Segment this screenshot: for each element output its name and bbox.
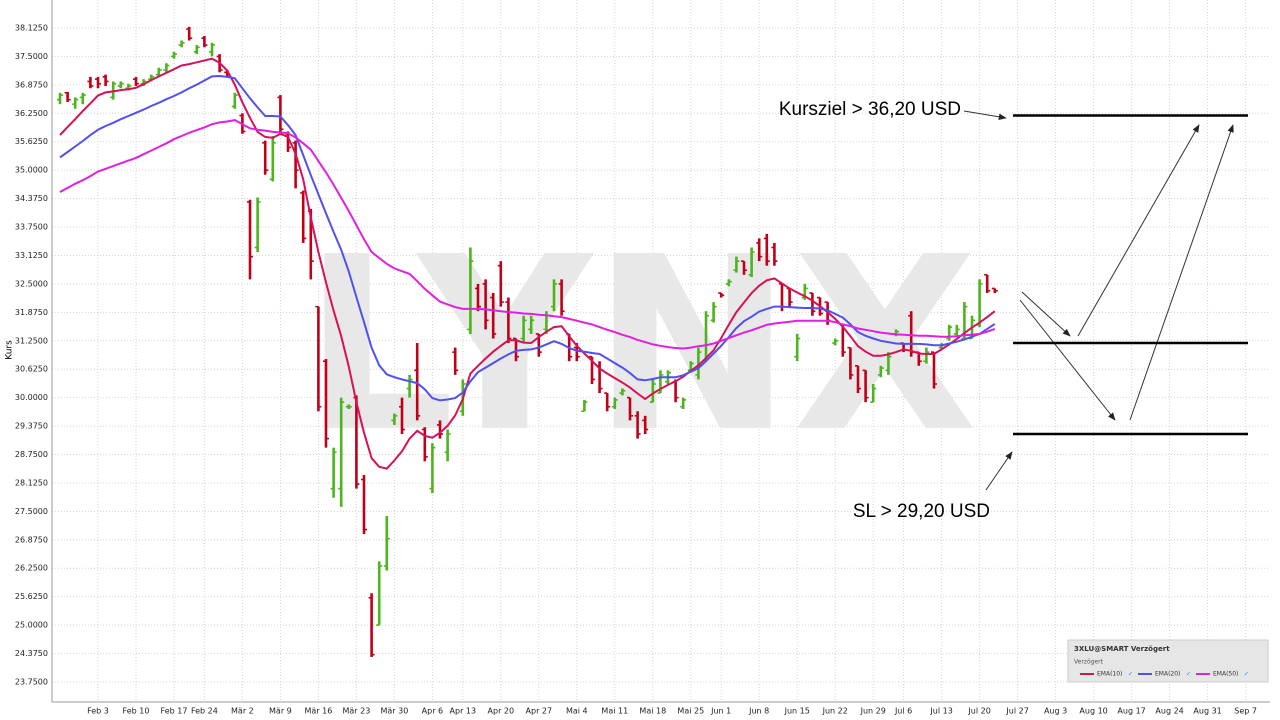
x-tick-label: Mär 16 xyxy=(304,707,332,716)
legend: 3XLU@SMART Verzögert Verzögert EMA(10) ✓ E… xyxy=(1067,639,1269,683)
x-tick-label: Mär 23 xyxy=(342,707,370,716)
x-tick-label: Aug 24 xyxy=(1155,707,1183,716)
x-tick-label: Aug 31 xyxy=(1193,707,1221,716)
arrow xyxy=(1019,299,1116,421)
legend-subtitle: Verzögert xyxy=(1074,659,1104,666)
legend-check: ✓ xyxy=(1244,671,1249,678)
y-tick-label: 35.6250 xyxy=(15,137,48,146)
arrow xyxy=(963,110,1007,120)
ema-line xyxy=(59,119,996,350)
y-tick-label: 30.0000 xyxy=(15,393,48,402)
x-tick-label: Mai 11 xyxy=(601,707,628,716)
arrow xyxy=(1077,124,1200,337)
x-tick-label: Mai 18 xyxy=(639,707,666,716)
x-tick-label: Feb 24 xyxy=(191,707,218,716)
stop-loss-label: SL > 29,20 USD xyxy=(853,501,990,522)
x-tick-label: Apr 13 xyxy=(450,707,477,716)
legend-label: EMA(20) xyxy=(1155,671,1180,678)
x-tick-label: Jun 29 xyxy=(860,707,886,716)
y-tick-label: 33.7500 xyxy=(15,223,48,232)
y-tick-label: 26.8750 xyxy=(15,535,48,544)
watermark: LYNX xyxy=(302,205,977,485)
y-tick-label: 36.8750 xyxy=(15,80,48,89)
target-label: Kursziel > 36,20 USD xyxy=(779,99,961,120)
y-axis-label: Kurs xyxy=(5,340,15,360)
x-tick-label: Apr 20 xyxy=(488,707,515,716)
plot-area xyxy=(57,26,998,657)
x-tick-label: Jul 20 xyxy=(967,707,990,716)
y-tick-label: 36.2500 xyxy=(15,109,48,118)
y-tick-label: 38.1250 xyxy=(15,23,48,32)
x-tick-label: Jun 15 xyxy=(784,707,810,716)
legend-check: ✓ xyxy=(1128,671,1133,678)
y-tick-label: 37.5000 xyxy=(15,52,48,61)
x-tick-label: Aug 17 xyxy=(1117,707,1145,716)
x-tick-label: Mär 30 xyxy=(380,707,408,716)
x-tick-label: Mär 9 xyxy=(269,707,292,716)
y-tick-label: 35.0000 xyxy=(15,166,48,175)
x-tick-label: Jul 6 xyxy=(894,707,912,716)
x-tick-label: Aug 3 xyxy=(1044,707,1067,716)
y-tick-label: 25.6250 xyxy=(15,592,48,601)
x-tick-label: Mai 4 xyxy=(566,707,588,716)
legend-title: 3XLU@SMART Verzögert xyxy=(1074,645,1170,653)
legend-label: EMA(10) xyxy=(1097,671,1122,678)
arrow xyxy=(1129,124,1234,421)
y-tick-label: 32.5000 xyxy=(15,279,48,288)
grid: 38.1250 37.5000 36.8750 36.2500 35.6250 35.00… xyxy=(15,0,1270,716)
x-tick-label: Apr 27 xyxy=(526,707,553,716)
x-tick-label: Apr 6 xyxy=(422,707,443,716)
legend-box xyxy=(1067,639,1269,683)
x-tick-label: Feb 17 xyxy=(161,707,188,716)
arrow xyxy=(1021,291,1071,337)
y-tick-label: 30.6250 xyxy=(15,365,48,374)
y-tick-label: 28.7500 xyxy=(15,450,48,459)
x-tick-label: Mai 25 xyxy=(677,707,704,716)
legend-label: EMA(50) xyxy=(1213,671,1238,678)
x-tick-label: Feb 10 xyxy=(123,707,150,716)
x-tick-label: Jul 13 xyxy=(929,707,952,716)
y-tick-label: 34.3750 xyxy=(15,194,48,203)
x-tick-label: Jun 8 xyxy=(748,707,769,716)
x-tick-label: Mär 2 xyxy=(231,707,254,716)
ema-line xyxy=(59,74,996,402)
y-tick-label: 28.1250 xyxy=(15,478,48,487)
y-tick-label: 33.1250 xyxy=(15,251,48,260)
arrows xyxy=(963,110,1234,491)
x-tick-label: Aug 10 xyxy=(1079,707,1107,716)
y-tick-label: 31.2500 xyxy=(15,336,48,345)
arrow xyxy=(985,451,1013,491)
x-tick-label: Sep 7 xyxy=(1234,707,1257,716)
x-tick-label: Jul 27 xyxy=(1005,707,1028,716)
y-tick-label: 23.7500 xyxy=(15,677,48,686)
y-tick-label: 29.3750 xyxy=(15,422,48,431)
legend-check: ✓ xyxy=(1186,671,1191,678)
y-tick-label: 25.0000 xyxy=(15,621,48,630)
y-tick-label: 24.3750 xyxy=(15,649,48,658)
y-tick-label: 31.8750 xyxy=(15,308,48,317)
y-tick-label: 26.2500 xyxy=(15,564,48,573)
y-tick-label: 27.5000 xyxy=(15,507,48,516)
x-tick-label: Jun 1 xyxy=(710,707,731,716)
x-tick-label: Jun 22 xyxy=(822,707,848,716)
x-tick-label: Feb 3 xyxy=(87,707,109,716)
